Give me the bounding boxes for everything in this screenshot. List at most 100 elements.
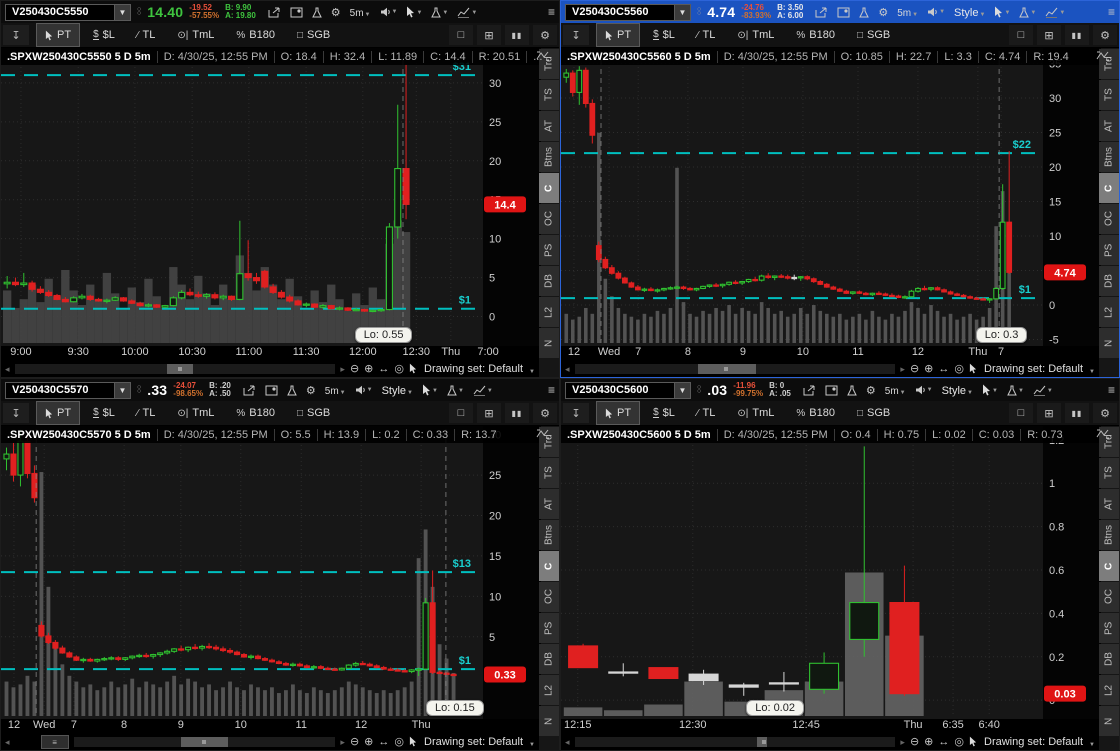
scrollbar-thumb[interactable] [698, 364, 756, 374]
drawing-set-caret-icon[interactable]: ▼ [529, 369, 535, 375]
symbol-input[interactable]: V250430C5560 [565, 3, 675, 21]
share-icon[interactable] [803, 385, 816, 396]
share-icon[interactable] [268, 7, 281, 18]
symbol-dropdown-button[interactable]: ▼ [675, 3, 691, 21]
tool-b180[interactable]: % B180 [236, 407, 275, 419]
sidebar-tab-oc[interactable]: OC [539, 582, 559, 612]
share-icon[interactable] [815, 7, 828, 18]
drawings-flask-icon[interactable]: ▼ [447, 385, 464, 396]
style-menu[interactable]: Style▼ [954, 7, 986, 19]
pin-icon[interactable]: ↧ [563, 25, 589, 45]
link-charts-icon[interactable]: ○ ○ [697, 6, 702, 17]
sidebar-tab-ps[interactable]: PS [539, 613, 559, 643]
tool-tl[interactable]: ∕ TL [136, 407, 156, 419]
h-arrows-icon[interactable]: ↔ [938, 736, 950, 748]
grid-icon[interactable]: ⊞ [1037, 25, 1061, 45]
sidebar-tab-at[interactable]: AT [1099, 489, 1119, 519]
tool-sl[interactable]: $ $L [93, 29, 115, 41]
restore-icon[interactable]: □ [449, 25, 473, 45]
tool-sl[interactable]: $ $L [653, 29, 675, 41]
crosshair-icon[interactable]: ◎ [954, 363, 964, 375]
menu-icon[interactable]: ≡ [1107, 5, 1115, 19]
sidebar-tab-ts[interactable]: TS [539, 458, 559, 488]
chart-area[interactable]: 1.210.80.60.40.200.03 .SPXW250430C5600 5… [561, 426, 1109, 719]
speaker-icon[interactable]: ▼ [380, 7, 397, 17]
symbol-input[interactable]: V250430C5550 [5, 3, 115, 21]
drawing-set-label[interactable]: Drawing set: Default [424, 736, 524, 748]
sidebar-tab-db[interactable]: DB [1099, 644, 1119, 674]
pin-icon[interactable]: ↧ [563, 403, 589, 423]
style-menu[interactable]: Style▼ [941, 385, 973, 397]
tool-sgb[interactable]: □ SGB [856, 29, 891, 41]
sidebar-tab-n[interactable]: N [1099, 328, 1119, 358]
sidebar-tab-ts[interactable]: TS [1099, 80, 1119, 110]
pointer-icon[interactable] [969, 736, 977, 749]
drawings-flask-icon[interactable]: ▼ [1019, 7, 1036, 18]
chart-type-icon[interactable]: ▼ [473, 385, 493, 396]
zoom-out-icon[interactable]: ⊖ [349, 363, 360, 375]
drawings-flask-icon[interactable]: ▼ [431, 7, 448, 18]
interval-selector[interactable]: 5m▼ [324, 386, 346, 397]
zoom-out-icon[interactable]: ⊖ [909, 363, 920, 375]
analyze-flask-icon[interactable] [859, 7, 870, 18]
symbol-dropdown-button[interactable]: ▼ [675, 381, 691, 399]
chart-scrollbar[interactable] [14, 364, 336, 374]
tool-b180[interactable]: % B180 [796, 407, 835, 419]
zoom-in-icon[interactable]: ⊕ [924, 363, 934, 375]
scrollbar-thumb[interactable] [757, 737, 768, 747]
sidebar-tab-l2[interactable]: L2 [1099, 675, 1119, 705]
panels-icon[interactable]: ▮▮ [505, 403, 529, 423]
drawing-set-caret-icon[interactable]: ▼ [1089, 742, 1095, 748]
zoom-in-icon[interactable]: ⊕ [364, 736, 374, 748]
sidebar-tab-db[interactable]: DB [539, 266, 559, 296]
tool-tml[interactable]: ⊙| TmL [177, 407, 215, 419]
chart-area[interactable]: $13$1302520151050.33 .SPXW250430C5570 5 … [1, 426, 549, 719]
h-arrows-icon[interactable]: ↔ [938, 363, 950, 375]
tool-tml[interactable]: ⊙| TmL [737, 29, 775, 41]
tool-tl[interactable]: ∕ TL [696, 29, 716, 41]
gear-icon[interactable]: ⚙ [878, 6, 889, 19]
interval-selector[interactable]: 5m▼ [349, 8, 371, 19]
zoom-in-icon[interactable]: ⊕ [364, 363, 374, 375]
sidebar-tab-ts[interactable]: TS [1099, 458, 1119, 488]
gear-icon[interactable]: ⚙ [1093, 25, 1117, 45]
interval-selector[interactable]: 5m▼ [897, 8, 919, 19]
tool-sl[interactable]: $ $L [93, 407, 115, 419]
chart-area[interactable]: $22$135302520151050-54.74 .SPXW250430C55… [561, 48, 1109, 346]
analyze-flask-icon[interactable] [311, 7, 322, 18]
sidebar-tab-at[interactable]: AT [539, 111, 559, 141]
tool-tl[interactable]: ∕ TL [696, 407, 716, 419]
menu-icon[interactable]: ≡ [547, 5, 555, 19]
speaker-icon[interactable]: ▼ [927, 7, 945, 17]
grid-icon[interactable]: ⊞ [477, 403, 501, 423]
pointer-icon[interactable] [409, 363, 417, 376]
scroll-right-dot[interactable]: ▸ [900, 736, 905, 747]
symbol-dropdown-button[interactable]: ▼ [115, 381, 131, 399]
chart-area[interactable]: $31$130252015105014.4 .SPXW250430C5550 5… [1, 48, 549, 346]
pointer-icon[interactable]: ▼ [994, 6, 1010, 18]
sidebar-tab-n[interactable]: N [539, 328, 559, 358]
gear-icon[interactable]: ⚙ [533, 403, 557, 423]
sidebar-tab-btns[interactable]: Btns [1099, 520, 1119, 550]
tool-b180[interactable]: % B180 [796, 29, 835, 41]
symbol-dropdown-button[interactable]: ▼ [115, 3, 131, 21]
sidebar-tab-l2[interactable]: L2 [1099, 297, 1119, 327]
gear-icon[interactable]: ⚙ [305, 384, 316, 397]
scroll-right-dot[interactable]: ▸ [340, 363, 345, 374]
report-icon[interactable] [825, 385, 838, 396]
h-arrows-icon[interactable]: ↔ [378, 736, 390, 748]
tool-sgb[interactable]: □ SGB [856, 407, 891, 419]
drawing-set-caret-icon[interactable]: ▼ [529, 742, 535, 748]
menu-icon[interactable]: ≡ [547, 383, 555, 397]
chart-type-icon[interactable]: ▼ [1033, 385, 1053, 396]
sidebar-tab-l2[interactable]: L2 [539, 675, 559, 705]
drawing-set-label[interactable]: Drawing set: Default [424, 363, 524, 375]
pin-icon[interactable]: ↧ [3, 403, 29, 423]
chart-type-icon[interactable]: ▼ [1045, 7, 1065, 18]
sidebar-tab-n[interactable]: N [1099, 706, 1119, 736]
chart-scrollbar[interactable] [73, 737, 336, 747]
gear-icon[interactable]: ⚙ [1093, 403, 1117, 423]
tool-pt[interactable]: PT [35, 23, 81, 47]
speaker-icon[interactable]: ▼ [915, 385, 933, 395]
link-charts-icon[interactable]: ○ ○ [137, 384, 142, 395]
